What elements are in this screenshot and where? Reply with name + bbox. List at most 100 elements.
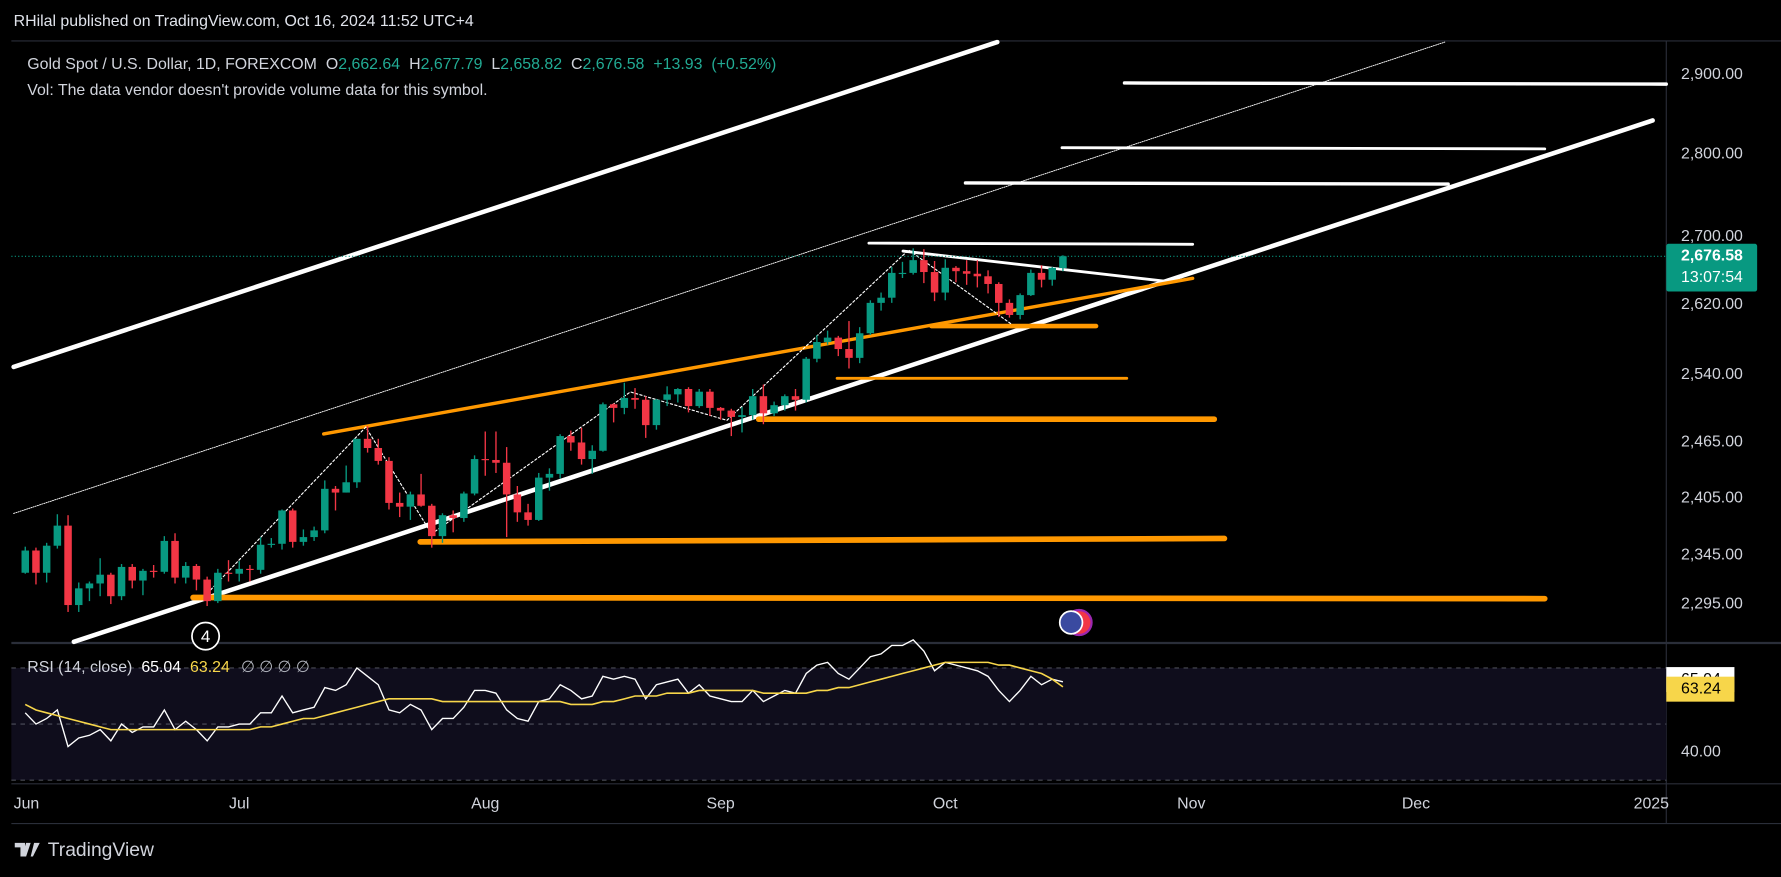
candle-body bbox=[652, 399, 661, 426]
support-line bbox=[417, 535, 1228, 545]
y-tick-label: 2,620.00 bbox=[1681, 296, 1743, 313]
candle-body bbox=[513, 494, 522, 513]
rsi-value-tag bbox=[1666, 676, 1735, 702]
triangle-upper bbox=[901, 249, 1172, 284]
candle-body bbox=[42, 545, 51, 573]
candle-body bbox=[556, 436, 564, 474]
resistance-line bbox=[1060, 146, 1547, 151]
candle-body bbox=[449, 515, 457, 519]
candle-body bbox=[363, 438, 372, 448]
candle-body bbox=[984, 276, 992, 284]
candle-body bbox=[738, 415, 746, 417]
candle-body bbox=[855, 333, 864, 358]
candle-body bbox=[160, 540, 169, 572]
candle-body bbox=[224, 572, 233, 574]
resistance-line bbox=[867, 241, 1195, 246]
x-tick-label: Dec bbox=[1402, 795, 1430, 812]
candle-body bbox=[203, 579, 211, 602]
y-tick-label: 2,540.00 bbox=[1681, 366, 1743, 383]
candle-body bbox=[267, 543, 276, 545]
rsi-value: 65.04 bbox=[141, 659, 181, 676]
candle-body bbox=[470, 459, 479, 494]
logo-mark bbox=[14, 842, 40, 857]
brand: TradingView bbox=[48, 840, 154, 861]
candle-body bbox=[759, 396, 768, 414]
candle-body bbox=[128, 566, 136, 581]
candle-body bbox=[181, 565, 190, 578]
ohlc-value: 2,658.82 bbox=[500, 56, 562, 73]
candle-body bbox=[107, 574, 115, 597]
last-price-tag bbox=[1666, 243, 1758, 292]
ohlc-value: 2,677.79 bbox=[421, 56, 483, 73]
channel-upper bbox=[11, 39, 1000, 370]
ohlc-key: L bbox=[491, 56, 500, 73]
candle-body bbox=[748, 396, 757, 416]
candle-body bbox=[770, 405, 778, 414]
wave-path bbox=[203, 249, 1012, 597]
candle-body bbox=[716, 407, 725, 411]
candle-body bbox=[898, 272, 907, 275]
rsi-title: RSI (14, close) bbox=[27, 659, 132, 676]
change-percent: (+0.52%) bbox=[711, 56, 776, 73]
candle-body bbox=[171, 540, 179, 578]
candle-body bbox=[802, 358, 810, 400]
candle-body bbox=[909, 260, 917, 273]
candle-body bbox=[64, 525, 72, 606]
candle-body bbox=[1016, 295, 1024, 315]
event-flag[interactable] bbox=[1058, 610, 1084, 635]
x-tick-label: 2025 bbox=[1634, 795, 1670, 812]
candle-body bbox=[1027, 272, 1035, 296]
symbol-title: Gold Spot / U.S. Dollar, 1D, FOREXCOM bbox=[27, 56, 317, 73]
rsi-tick-label: 40.00 bbox=[1681, 743, 1721, 760]
candle-body bbox=[524, 512, 532, 520]
candle-body bbox=[930, 272, 939, 293]
wave-circle bbox=[191, 621, 221, 651]
change: +13.93 bbox=[653, 56, 702, 73]
drawings: 4 bbox=[11, 39, 1668, 651]
candle-body bbox=[149, 570, 158, 572]
candle-body bbox=[85, 583, 94, 589]
candle-body bbox=[428, 505, 436, 537]
candle-body bbox=[21, 550, 30, 573]
rsi-value-label: 63.24 bbox=[1681, 680, 1721, 697]
candle-body bbox=[973, 273, 982, 277]
ohlc-key: H bbox=[409, 56, 420, 73]
candle-body bbox=[609, 404, 618, 408]
footer-logo: TradingView bbox=[14, 840, 154, 861]
candle-body bbox=[920, 260, 928, 273]
candle-body bbox=[663, 394, 671, 400]
ohlc-key: O bbox=[326, 56, 338, 73]
candle-body bbox=[310, 530, 318, 538]
wave-label: 4 bbox=[201, 627, 210, 646]
x-tick-label: Jul bbox=[229, 795, 249, 812]
rsi-pane: 40.00 65.04 63.24 bbox=[11, 639, 1735, 781]
candle-body bbox=[813, 342, 821, 359]
candle-body bbox=[75, 588, 83, 606]
main-pane: 2,900.00 2,800.00 2,700.00 2,620.00 2,540.00… bbox=[11, 66, 1758, 812]
candle-body bbox=[460, 493, 468, 519]
y-tick-label: 2,295.00 bbox=[1681, 595, 1743, 612]
candle-body bbox=[235, 568, 243, 574]
candle-body bbox=[834, 337, 843, 350]
candle-body bbox=[995, 283, 1003, 303]
candle-body bbox=[620, 397, 629, 408]
candle-body bbox=[395, 502, 404, 507]
candle-body bbox=[781, 396, 789, 406]
candle-body bbox=[299, 537, 308, 542]
candle-body bbox=[117, 566, 126, 597]
candle-body bbox=[278, 510, 286, 544]
x-tick-label: Sep bbox=[706, 795, 734, 812]
candle-body bbox=[695, 391, 703, 407]
y-tick-label: 2,465.00 bbox=[1681, 434, 1743, 451]
candle-body bbox=[941, 267, 950, 293]
candle-body bbox=[674, 389, 682, 395]
candle-body bbox=[374, 447, 383, 461]
candle-body bbox=[1037, 272, 1046, 280]
candle-body bbox=[845, 349, 853, 358]
candle-body bbox=[32, 550, 40, 573]
candle-body bbox=[631, 397, 639, 400]
triangle-lower bbox=[322, 276, 1195, 436]
y-tick-label: 2,405.00 bbox=[1681, 489, 1743, 506]
rsi-line bbox=[24, 661, 1064, 731]
